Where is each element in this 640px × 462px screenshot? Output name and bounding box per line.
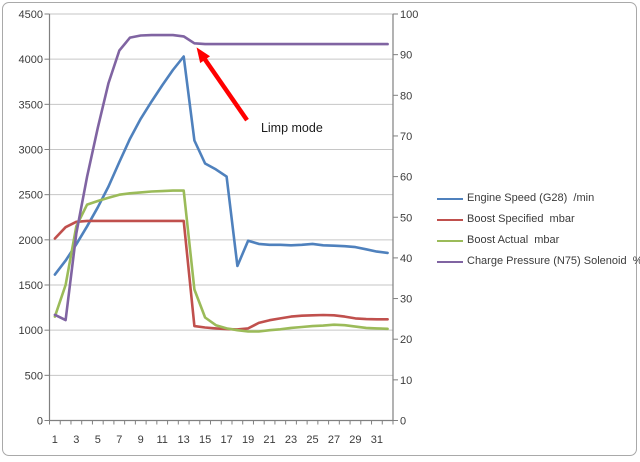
legend-item-boost-specified: Boost Specified mbar: [437, 209, 640, 230]
x-axis-tick-label: 29: [349, 434, 361, 446]
legend-label-boost-actual: Boost Actual mbar: [467, 234, 560, 246]
right-axis-tick-label: 30: [400, 294, 412, 306]
left-axis-tick-label: 4500: [19, 9, 43, 21]
right-axis-tick-label: 10: [400, 375, 412, 387]
right-axis-tick-label: 50: [400, 212, 412, 224]
legend-label-engine-speed: Engine Speed (G28) /min: [467, 192, 595, 204]
x-axis-tick-label: 15: [199, 434, 211, 446]
x-axis-tick-label: 25: [306, 434, 318, 446]
left-axis-tick-label: 1000: [19, 325, 43, 337]
right-axis-tick-label: 100: [400, 9, 418, 21]
legend-label-charge-pressure: Charge Pressure (N75) Solenoid %: [467, 255, 640, 267]
right-axis-tick-label: 60: [400, 172, 412, 184]
legend-line-swatch-boost-actual: [437, 239, 463, 242]
left-axis-tick-label: 3000: [19, 145, 43, 157]
legend-line-swatch-boost-specified: [437, 218, 463, 221]
right-axis-tick-label: 20: [400, 334, 412, 346]
legend-item-boost-actual: Boost Actual mbar: [437, 230, 640, 251]
x-axis-tick-label: 21: [263, 434, 275, 446]
legend-item-charge-pressure: Charge Pressure (N75) Solenoid %: [437, 251, 640, 272]
series-line-boost-specified-mbar: [53, 219, 389, 331]
legend-line-swatch-engine-speed: [437, 197, 463, 200]
left-axis-tick-label: 4000: [19, 54, 43, 66]
x-axis-tick-label: 23: [285, 434, 297, 446]
x-axis-tick-label: 17: [220, 434, 232, 446]
right-axis-tick-label: 70: [400, 131, 412, 143]
x-axis-tick-label: 31: [371, 434, 383, 446]
series-line-engine-speed-g28-min: [53, 55, 389, 276]
right-axis-tick-label: 0: [400, 416, 406, 428]
left-axis-tick-label: 2000: [19, 235, 43, 247]
x-axis-tick-label: 1: [52, 434, 58, 446]
x-axis-tick-label: 11: [157, 434, 168, 446]
legend-line-swatch-charge-pressure: [437, 260, 463, 263]
left-axis-tick-label: 1500: [19, 280, 43, 292]
limp-mode-arrow-head: [196, 47, 211, 64]
x-axis-tick-label: 9: [138, 434, 144, 446]
right-axis-tick-label: 40: [400, 253, 412, 265]
x-axis-tick-label: 3: [73, 434, 79, 446]
legend-label-boost-specified: Boost Specified mbar: [467, 213, 575, 225]
series-line-boost-actual-mbar: [53, 189, 389, 333]
series-line-charge-pressure-n75-solenoid: [53, 33, 389, 322]
left-axis-tick-label: 2500: [19, 190, 43, 202]
right-axis-tick-label: 80: [400, 90, 412, 102]
x-axis-tick-label: 19: [242, 434, 254, 446]
left-axis-tick-label: 0: [37, 416, 43, 428]
x-axis-tick-label: 27: [328, 434, 340, 446]
limp-mode-annotation: Limp mode: [260, 120, 323, 135]
x-axis-tick-label: 13: [178, 434, 190, 446]
x-axis-tick-label: 5: [95, 434, 101, 446]
legend: Engine Speed (G28) /min Boost Specified …: [437, 188, 640, 272]
limp-mode-arrow-shaft: [202, 56, 249, 122]
right-axis-tick-label: 90: [400, 50, 412, 62]
x-axis-tick-label: 7: [116, 434, 122, 446]
left-axis-tick-label: 500: [25, 370, 43, 382]
left-axis-tick-label: 3500: [19, 99, 43, 111]
legend-item-engine-speed: Engine Speed (G28) /min: [437, 188, 640, 209]
